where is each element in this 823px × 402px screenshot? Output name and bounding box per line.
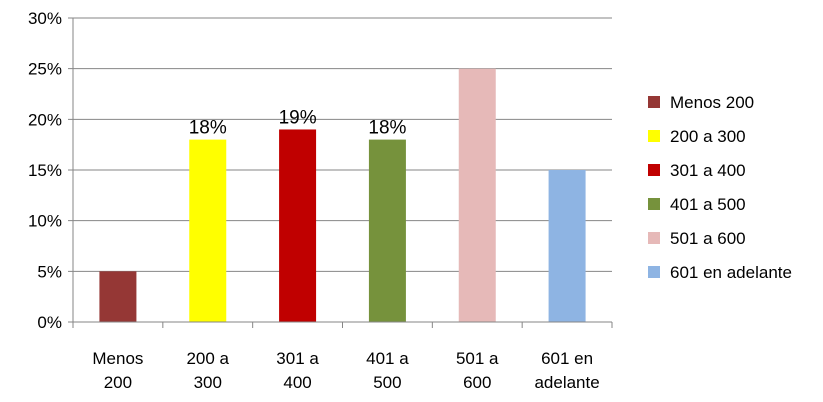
legend-swatch xyxy=(648,164,660,176)
legend-swatch xyxy=(648,130,660,142)
x-category-label: 501 a xyxy=(456,349,499,368)
bar xyxy=(279,129,317,322)
bar xyxy=(548,170,586,322)
x-category-label: Menos xyxy=(92,349,143,368)
x-category-label: 500 xyxy=(373,373,401,392)
bar xyxy=(99,271,137,322)
legend-label: 501 a 600 xyxy=(670,229,746,248)
x-category-label: 601 en xyxy=(541,349,593,368)
bar xyxy=(458,68,496,323)
legend-label: 601 en adelante xyxy=(670,263,792,282)
x-category-label: 300 xyxy=(194,373,222,392)
y-tick-label: 15% xyxy=(28,161,62,180)
x-category-label: 200 xyxy=(104,373,132,392)
legend-swatch xyxy=(648,232,660,244)
x-category-label: adelante xyxy=(534,373,599,392)
y-tick-label: 20% xyxy=(28,110,62,129)
x-category-label: 401 a xyxy=(366,349,409,368)
x-category-label: 301 a xyxy=(276,349,319,368)
legend-swatch xyxy=(648,96,660,108)
legend-swatch xyxy=(648,198,660,210)
legend-swatch xyxy=(648,266,660,278)
bar xyxy=(368,139,406,322)
x-category-label: 600 xyxy=(463,373,491,392)
x-category-label: 400 xyxy=(283,373,311,392)
legend-label: 200 a 300 xyxy=(670,127,746,146)
y-tick-label: 0% xyxy=(37,313,62,332)
data-label: 18% xyxy=(368,118,406,139)
data-label: 19% xyxy=(279,107,317,128)
data-label: 18% xyxy=(189,118,227,139)
x-category-label: 200 a xyxy=(186,349,229,368)
y-tick-label: 10% xyxy=(28,212,62,231)
y-tick-label: 30% xyxy=(28,9,62,28)
y-tick-label: 5% xyxy=(37,262,62,281)
legend-label: 401 a 500 xyxy=(670,195,746,214)
legend-label: Menos 200 xyxy=(670,93,754,112)
bar xyxy=(189,139,227,322)
y-tick-label: 25% xyxy=(28,60,62,79)
legend-label: 301 a 400 xyxy=(670,161,746,180)
